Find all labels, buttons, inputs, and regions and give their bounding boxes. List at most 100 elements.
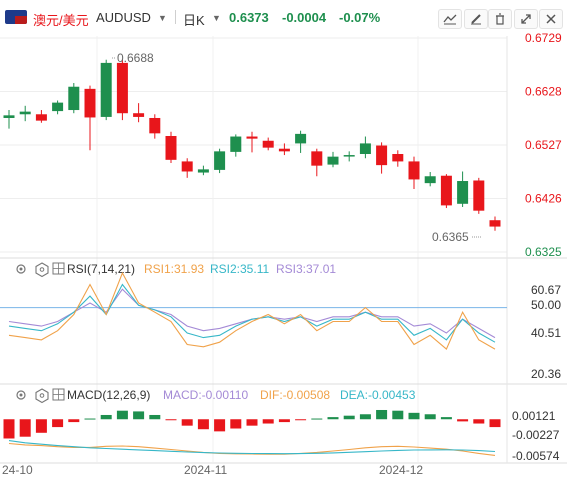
macd-histogram-bar [133,411,145,420]
macd-histogram-bar [376,409,388,420]
indicator-icon [443,14,457,25]
candle-body [133,113,145,117]
price-candles [3,59,501,231]
settings-gear-icon [35,262,49,278]
candle-body [278,148,290,152]
macd-histogram-bar [262,419,274,424]
dea-line [8,440,496,455]
price-tick-label: 0.6325 [525,245,562,259]
macd-histogram-bar [19,419,31,437]
macd-tick-3: -0.00574 [512,449,560,463]
settings-gear-icon [35,388,49,404]
macd-histogram-bar [278,419,290,423]
candle-body [440,175,452,206]
macd-value: MACD:-0.00110 [163,388,248,402]
rsi-header: RSI(7,14,21) RSI1:31.93 RSI2:35.11 RSI3:… [16,262,336,278]
rsi2-value: RSI2:35.11 [210,262,269,276]
rsi-axis: 60.67 50.00 40.51 20.36 [531,283,561,381]
candle-body [19,111,31,115]
candle-body [246,136,258,139]
macd-histogram-bar [100,414,112,420]
candle-body [392,154,404,162]
dea-value: DEA:-0.00453 [340,388,416,402]
x-label-nov: 2024-11 [184,463,227,477]
macd-histogram-bar [489,419,501,428]
indicator-button[interactable] [438,9,462,29]
candle-body [489,220,501,227]
macd-histogram-bar [181,419,193,426]
high-price-annotation: 0.6688 [117,51,154,65]
candle-body [165,135,177,160]
macd-histogram-bar [149,414,161,420]
macd-histogram-bar [440,417,452,420]
macd-histogram-bar [165,419,177,421]
price-tick-label: 0.6527 [525,138,562,152]
interval-dropdown-icon[interactable]: ▼ [212,13,221,23]
rsi-tick-50: 50.00 [531,298,561,312]
macd-histogram-bar [295,419,307,421]
dropdown-arrow-icon[interactable]: ▼ [158,13,167,23]
last-price: 0.6373 [229,10,269,25]
macd-histogram-bar [35,419,47,433]
price-axis: 0.6729 0.6628 0.6527 0.6426 0.6325 [525,31,562,259]
x-axis: 24-10 2024-11 2024-12 [2,463,423,477]
candle-body [100,62,112,117]
candle-body [3,115,15,118]
fullscreen-button[interactable] [514,9,538,29]
candle-body [359,143,371,155]
rsi-tick-20: 20.36 [531,367,561,381]
interval-selector[interactable]: 日K [183,13,205,28]
delete-button[interactable] [488,9,512,29]
candle-body [295,133,307,144]
x-label-oct: 24-10 [2,463,33,477]
macd-histogram-bar [116,410,128,420]
candle-body [52,102,64,112]
close-button[interactable] [539,9,563,29]
candle-body [230,136,242,152]
rsi-lines [0,271,507,350]
macd-histogram-bar [230,419,242,429]
candle-body [408,161,420,180]
macd-histogram-bar [214,419,226,432]
draw-button[interactable] [464,9,488,29]
candle-body [149,117,161,134]
macd-histogram-bar [52,419,64,428]
low-price-annotation: 0.6365 [432,230,469,244]
rsi2-line [8,283,496,343]
macd-histogram-bar [327,417,339,420]
dif-value: DIF:-0.00508 [260,388,330,402]
rsi3-value: RSI3:37.01 [276,262,336,276]
macd-histogram-bar [197,419,209,430]
symbol-name-cn[interactable]: 澳元/美元 [33,13,89,28]
macd-title: MACD(12,26,9) [67,388,150,402]
chart-header: 澳元/美元 AUDUSD ▼ 日K ▼ 0.6373 -0.0004 -0.07… [0,0,567,34]
price-tick-label: 0.6628 [525,85,562,99]
macd-histogram-bar [359,414,371,420]
candle-body [457,181,469,204]
macd-histogram-bar [408,412,420,420]
candle-body [343,155,355,157]
macd-histogram-bar [68,419,80,423]
candle-body [424,176,436,184]
candle-body [197,169,209,173]
macd-histogram-bar [424,414,436,420]
rsi3-line [8,288,496,339]
macd-histogram-bar [246,419,258,426]
macd-histogram-bar [392,410,404,420]
price-tick-label: 0.6426 [525,192,562,206]
price-change: -0.0004 [282,10,327,25]
candle-body [84,88,96,118]
macd-histogram-bar [3,419,15,439]
macd-histogram-bar [457,419,469,422]
grid-lines [0,36,567,464]
rsi-tick-40: 40.51 [531,326,561,340]
macd-lines [8,440,496,456]
symbol-code[interactable]: AUDUSD [96,10,151,25]
macd-header: MACD(12,26,9) MACD:-0.00110 DIF:-0.00508… [16,388,416,404]
candle-body [376,145,388,166]
price-change-pct: -0.07% [339,10,381,25]
candle-body [262,140,274,148]
header-divider [175,10,176,24]
candle-body [181,161,193,172]
